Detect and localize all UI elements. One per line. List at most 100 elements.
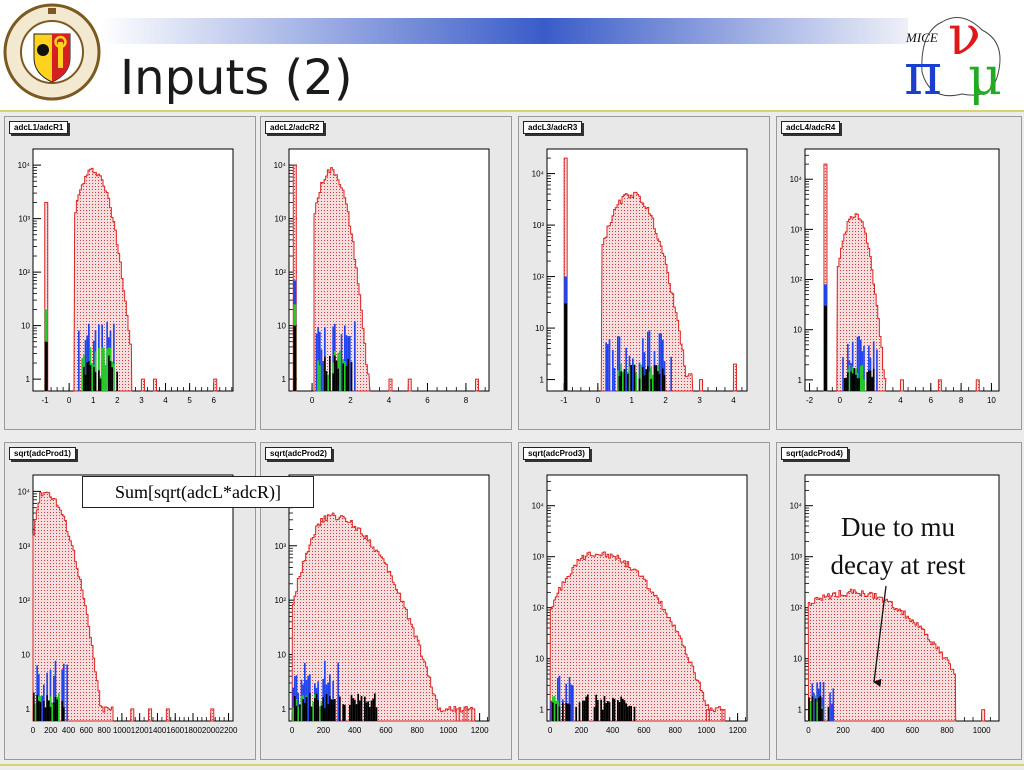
cluster-bin (863, 379, 865, 391)
x-tick-label: 400 (871, 726, 885, 735)
cluster-bin (553, 695, 556, 721)
svg-text:ν: ν (948, 4, 981, 67)
x-tick-label: 6 (211, 396, 216, 405)
cluster-bin (829, 692, 831, 721)
cluster-bin (292, 687, 294, 721)
x-tick-label: 6 (425, 396, 430, 405)
cluster-bin (552, 702, 554, 721)
cluster-bin (658, 373, 661, 391)
cluster-bin (623, 700, 626, 721)
y-tick-label: 10⁴ (790, 502, 803, 511)
cluster-bin (578, 702, 581, 721)
cluster-bin (337, 662, 339, 721)
mu-decay-annotation: Due to mu decay at rest (806, 508, 990, 584)
cluster-bin (46, 695, 48, 721)
cluster-bin (557, 700, 559, 721)
cluster-bin (113, 364, 115, 391)
cluster-bin (332, 326, 334, 391)
cluster-bin (49, 669, 52, 721)
cluster-bin (618, 702, 621, 721)
y-tick-label: 10² (18, 596, 30, 605)
cluster-bin (314, 698, 316, 721)
x-tick-label: 800 (97, 726, 111, 735)
cluster-bin (811, 696, 814, 721)
peak-distribution (549, 551, 723, 722)
cluster-bin (863, 345, 865, 391)
cluster-bin (355, 704, 358, 721)
peak-distribution (313, 167, 371, 392)
cluster-bin (360, 696, 363, 721)
cluster-bin (597, 699, 599, 721)
cluster-bin (627, 706, 629, 721)
x-tick-label: 3 (697, 396, 702, 405)
cluster-bin (809, 700, 812, 721)
y-tick-label: 10⁴ (18, 161, 31, 170)
cluster-bin (842, 356, 844, 391)
cluster-bin (558, 675, 561, 721)
cluster-bin (354, 321, 356, 391)
cluster-bin (843, 378, 846, 391)
cluster-bin (89, 365, 92, 391)
spike-bin (564, 303, 568, 391)
plot-frame (32, 148, 234, 392)
histogram-panel-3: -1 0 1 2 3 4 1 10 10² 10³ 10⁴ adcL3/adcR3 (518, 116, 770, 430)
cluster-bin (572, 685, 574, 721)
cluster-bin (365, 702, 368, 721)
cluster-bin (845, 377, 848, 391)
x-tick-label: 0 (290, 726, 295, 735)
histogram-title-3: adcL3/adcR3 (523, 121, 583, 134)
histogram-title-2: adcL2/adcR2 (265, 121, 325, 134)
cluster-bin (565, 683, 567, 721)
x-tick-label: 0 (838, 396, 843, 405)
cluster-bin (643, 352, 646, 391)
cluster-bin (847, 372, 849, 391)
cluster-bin (319, 331, 321, 391)
cluster-bin (642, 366, 644, 391)
cluster-bin (848, 365, 851, 391)
peak-distribution (291, 512, 473, 722)
cluster-bin (359, 700, 361, 721)
cluster-bin (850, 371, 852, 391)
outlier-bin (140, 378, 145, 392)
annotation-line-2: decay at rest (830, 550, 966, 580)
cluster-bin (612, 350, 614, 391)
cluster-bin (61, 669, 63, 721)
cluster-bin (652, 374, 654, 391)
cluster-bin (868, 345, 870, 391)
cluster-bin (317, 700, 319, 721)
cluster-bin (88, 361, 90, 391)
cluster-bin (99, 378, 102, 391)
y-tick-label: 10 (535, 655, 544, 664)
outlier-bin (455, 708, 460, 722)
cluster-bin (635, 372, 637, 391)
cluster-bin (54, 660, 57, 721)
cluster-bin (294, 696, 296, 721)
mice-logo-text: MICE (905, 30, 938, 45)
x-tick-label: 200 (317, 726, 331, 735)
cluster-bin (44, 707, 47, 721)
cluster-bin (585, 696, 587, 721)
y-tick-label: 10² (274, 268, 286, 277)
cluster-bin (325, 693, 328, 721)
cluster-bin (39, 701, 42, 721)
cluster-bin (655, 365, 657, 391)
outlier-bin (148, 708, 153, 722)
cluster-bin (309, 692, 311, 721)
cluster-bin (357, 693, 359, 721)
outlier-bin (407, 378, 412, 392)
cluster-bin (317, 360, 319, 391)
cluster-bin (370, 700, 373, 721)
cluster-bin (332, 699, 334, 721)
cluster-bin (822, 682, 825, 721)
svg-text:μ: μ (968, 47, 1002, 107)
y-tick-label: 10² (274, 596, 286, 605)
y-tick-label: 10³ (790, 225, 802, 234)
cluster-bin (620, 696, 622, 721)
cluster-bin (48, 700, 50, 721)
histogram-panel-4: -2 0 2 4 6 8 10 1 10 10² 10³ 10⁴ adcL4/adcR4 (776, 116, 1022, 430)
cluster-bin (622, 371, 624, 391)
histogram-title-8: sqrt(adcProd4) (781, 447, 848, 460)
y-tick-label: 1 (26, 705, 31, 714)
x-tick-label: 2200 (220, 726, 238, 735)
y-tick-label: 10 (277, 322, 286, 331)
